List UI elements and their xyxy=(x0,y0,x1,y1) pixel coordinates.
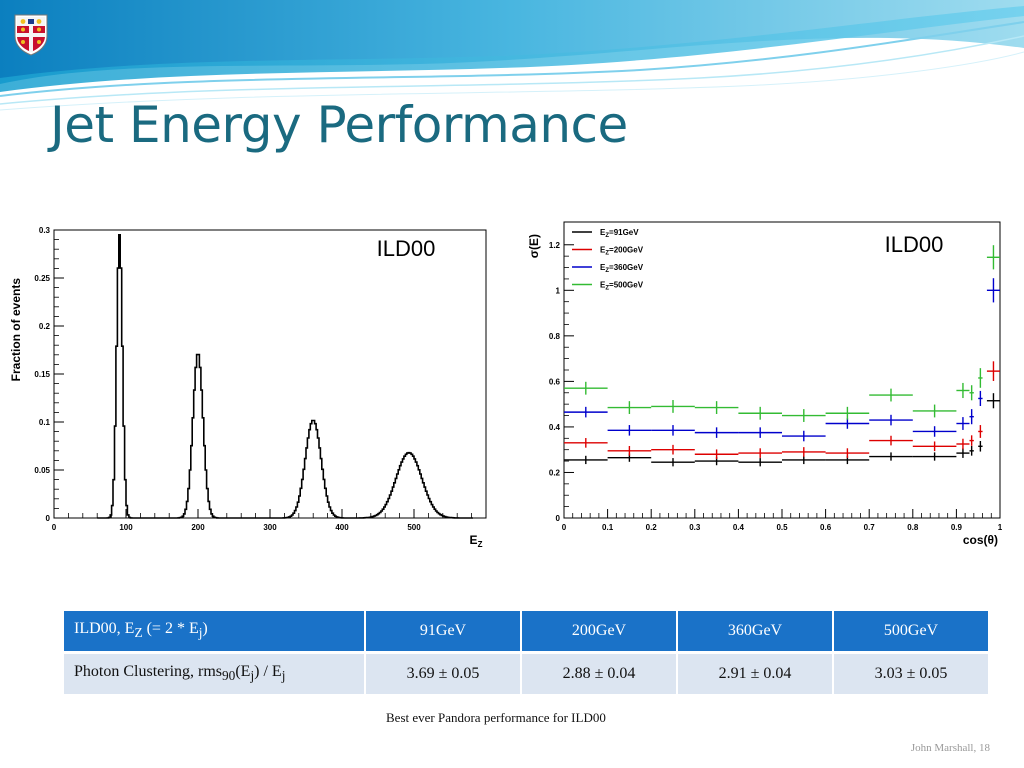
x-tick-label-right: 0.9 xyxy=(951,523,963,532)
table-header-500gev: 500GeV xyxy=(834,611,988,654)
y-tick-label-right: 0.2 xyxy=(549,468,561,477)
y-tick-label-right: 0 xyxy=(556,514,561,523)
y-tick-label-left: 0.25 xyxy=(34,274,50,283)
table-cell-500gev: 3.03 ± 0.05 xyxy=(834,654,988,694)
y-tick-label-left: 0 xyxy=(46,514,51,523)
x-tick-label-right: 0.1 xyxy=(602,523,614,532)
series-200gev xyxy=(564,361,1000,460)
table-header-200gev: 200GeV xyxy=(522,611,676,654)
table-cell-200gev: 2.88 ± 0.04 xyxy=(522,654,676,694)
y-tick-label-left: 0.15 xyxy=(34,370,50,379)
series-360gev xyxy=(564,278,1000,442)
y-tick-label-right: 1 xyxy=(556,286,561,295)
x-tick-label-left: 0 xyxy=(52,523,57,532)
x-tick-label-right: 0.5 xyxy=(776,523,788,532)
y-tick-label-left: 0.1 xyxy=(39,418,51,427)
table-row: Photon Clustering, rms90(Ej) / Ej 3.69 ±… xyxy=(64,654,988,694)
table-row-label: Photon Clustering, rms90(Ej) / Ej xyxy=(64,654,364,694)
y-tick-label-right: 0.6 xyxy=(549,377,561,386)
table-header-label: ILD00, EZ (= 2 * Ej) xyxy=(64,611,364,654)
legend-entry: EZ=360GeV xyxy=(600,263,644,274)
y-tick-label-left: 0.3 xyxy=(39,226,51,235)
x-tick-label-right: 0.6 xyxy=(820,523,832,532)
y-tick-label-right: 0.4 xyxy=(549,423,561,432)
legend-entry: EZ=91GeV xyxy=(600,228,639,239)
y-axis-label-left: Fraction of events xyxy=(9,278,23,382)
x-tick-label-right: 0.8 xyxy=(907,523,919,532)
x-tick-label-left: 300 xyxy=(263,523,277,532)
table-cell-360gev: 2.91 ± 0.04 xyxy=(678,654,832,694)
y-tick-label-right: 0.8 xyxy=(549,332,561,341)
table-header-360gev: 360GeV xyxy=(678,611,832,654)
chart-label-ild00-right: ILD00 xyxy=(885,232,944,257)
legend: EZ=91GeV EZ=200GeV EZ=360GeV EZ=500GeV xyxy=(572,228,644,292)
histogram-line xyxy=(97,234,473,519)
slide-title: Jet Energy Performance xyxy=(50,96,628,154)
legend-entry: EZ=500GeV xyxy=(600,281,644,292)
results-table: ILD00, EZ (= 2 * Ej) 91GeV 200GeV 360GeV… xyxy=(62,611,990,694)
series-91gev xyxy=(564,393,1000,467)
x-axis-label-left: EZ xyxy=(470,533,483,549)
x-axis-label-right: cos(θ) xyxy=(963,533,998,547)
y-tick-label-left: 0.05 xyxy=(34,466,50,475)
x-tick-label-right: 0.2 xyxy=(646,523,658,532)
y-tick-label-right: 1.2 xyxy=(549,241,561,250)
series-500gev xyxy=(564,245,1000,422)
x-tick-label-left: 100 xyxy=(119,523,133,532)
table-header-row: ILD00, EZ (= 2 * Ej) 91GeV 200GeV 360GeV… xyxy=(64,611,988,654)
chart-label-ild00-left: ILD00 xyxy=(377,236,436,261)
energy-resolution-chart: 0 0.2 0.4 0.6 0.8 1 1.2 0 0.1 0.2 0.3 0.4 0.5 0.6 0.7… xyxy=(527,221,1003,547)
x-tick-label-left: 400 xyxy=(335,523,349,532)
y-tick-label-left: 0.2 xyxy=(39,322,51,331)
x-tick-label-right: 0.3 xyxy=(689,523,701,532)
x-tick-label-left: 500 xyxy=(407,523,421,532)
caption: Best ever Pandora performance for ILD00 xyxy=(386,710,606,725)
table-cell-91gev: 3.69 ± 0.05 xyxy=(366,654,520,694)
footer-author-page: John Marshall, 18 xyxy=(910,742,990,754)
x-tick-label-left: 200 xyxy=(191,523,205,532)
legend-entry: EZ=200GeV xyxy=(600,246,644,257)
energy-distribution-chart: 00.050.10.150.20.250.3 0 100 200 300 400 500 … xyxy=(9,226,487,549)
y-axis-label-right: σ(E) xyxy=(527,234,541,258)
x-tick-label-right: 0 xyxy=(562,523,567,532)
university-crest-icon xyxy=(14,14,48,56)
x-tick-label-right: 0.7 xyxy=(864,523,876,532)
x-tick-label-right: 0.4 xyxy=(733,523,745,532)
header-swoosh xyxy=(0,0,1024,111)
x-tick-label-right: 1 xyxy=(998,523,1003,532)
table-header-91gev: 91GeV xyxy=(366,611,520,654)
